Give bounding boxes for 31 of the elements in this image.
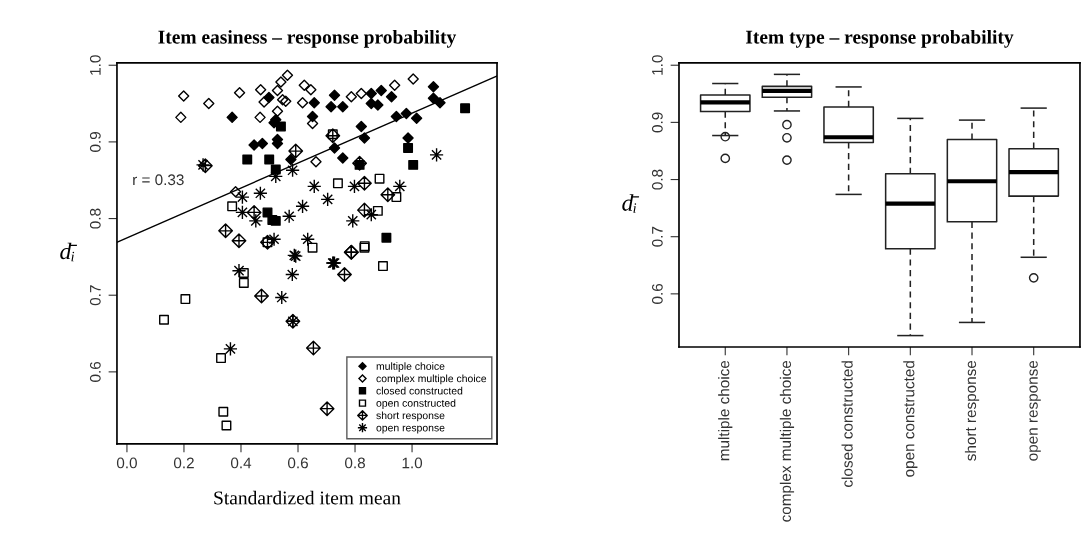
- y-tick-label: 0.9: [651, 112, 663, 133]
- legend-label: closed constructed: [376, 386, 463, 395]
- y-tick-label: 0.7: [89, 285, 101, 306]
- chart-title: Item easiness – response probability: [158, 30, 457, 48]
- x-tick-label: 0.8: [345, 457, 365, 469]
- legend-label: open constructed: [376, 399, 456, 409]
- x-tick-label: short response: [964, 360, 980, 461]
- x-tick-label: 0.4: [230, 457, 252, 469]
- legend-label: complex multiple choice: [376, 374, 487, 385]
- y-tick-label: 0.9: [89, 132, 101, 152]
- y-tick-label: 0.8: [89, 208, 101, 229]
- x-tick-label: 1.0: [402, 457, 423, 469]
- y-tick-label: 1.0: [89, 55, 101, 75]
- x-tick-label: 0.0: [116, 457, 137, 469]
- x-tick-label: closed constructed: [841, 361, 853, 487]
- y-tick-label: 1.0: [651, 55, 663, 75]
- x-axis-title: Standardized item mean: [214, 490, 401, 505]
- y-tick-label: 0.6: [651, 283, 663, 304]
- y-tick-label: 0.7: [651, 226, 663, 247]
- y-axis-title: d̄ᵢ: [60, 242, 78, 262]
- x-tick-label: multiple choice: [718, 360, 733, 461]
- x-tick-label: complex multiple choice: [779, 360, 795, 522]
- y-tick-label: 0.8: [651, 169, 663, 190]
- chart-title: Item type – response probability: [745, 30, 1014, 48]
- x-tick-label: 0.6: [287, 457, 308, 469]
- x-tick-label: open response: [1029, 360, 1041, 461]
- legend-label: open response: [376, 425, 445, 434]
- annotation: r = 0.33: [133, 174, 184, 186]
- x-tick-label: open constructed: [903, 361, 918, 477]
- x-tick-label: 0.2: [173, 457, 194, 469]
- y-axis-title: d̄ᵢ: [622, 194, 640, 213]
